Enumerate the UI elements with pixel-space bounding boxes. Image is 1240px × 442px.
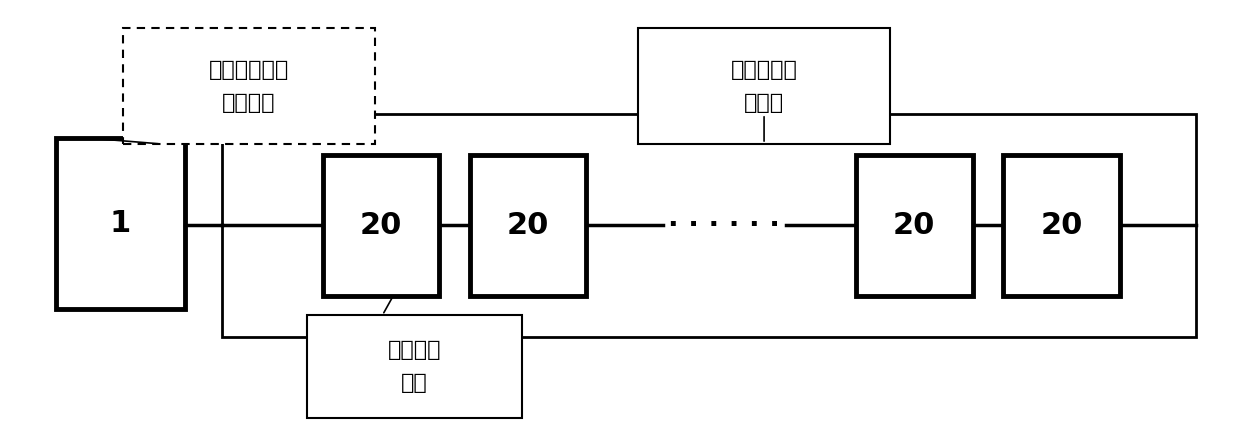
Text: 20: 20 [893, 211, 935, 240]
Bar [1003, 155, 1120, 296]
Bar [639, 28, 890, 144]
Bar [322, 155, 439, 296]
Text: 2: 2 [232, 104, 249, 128]
Text: 1: 1 [109, 209, 131, 238]
Text: 20: 20 [507, 211, 549, 240]
Bar [308, 315, 522, 418]
Text: 分布式光纤传
感解调仪: 分布式光纤传 感解调仪 [210, 60, 289, 113]
Text: · · · · · ·: · · · · · · [668, 211, 780, 239]
Bar [470, 155, 587, 296]
Bar [856, 155, 972, 296]
Text: 20: 20 [1040, 211, 1083, 240]
Text: 声磁同测
探头: 声磁同测 探头 [388, 340, 441, 393]
Bar [222, 114, 1197, 337]
Text: 声磁同测探
头阵列: 声磁同测探 头阵列 [730, 60, 797, 113]
Text: 20: 20 [360, 211, 402, 240]
Bar [124, 28, 374, 144]
Bar [56, 137, 185, 309]
